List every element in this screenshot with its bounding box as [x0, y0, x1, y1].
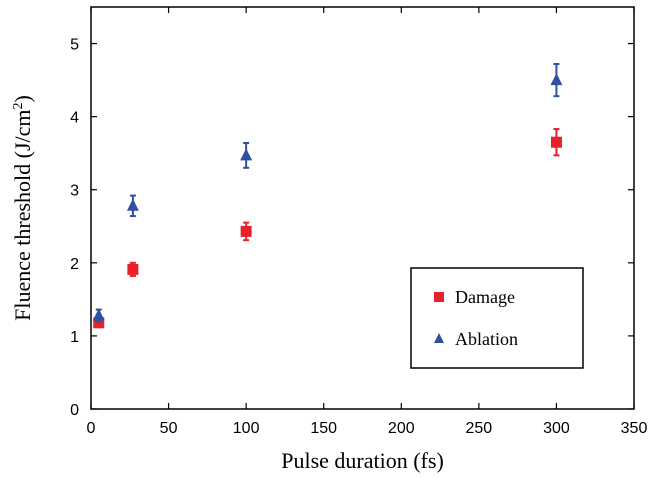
ablation-point	[92, 308, 105, 321]
legend-marker-ablation	[434, 333, 444, 343]
series-ablation	[92, 63, 563, 323]
y-axis-label-main: Fluence threshold (J/cm	[10, 109, 35, 320]
x-tick-label: 250	[466, 420, 493, 437]
ablation-point	[550, 73, 563, 86]
y-axis-label-close: )	[10, 95, 35, 102]
x-axis-label: Pulse duration (fs)	[281, 448, 444, 473]
plot-frame	[90, 6, 635, 410]
y-tick-label: 2	[70, 256, 79, 273]
x-tick-label: 150	[310, 420, 337, 437]
damage-point	[240, 225, 252, 237]
damage-point	[93, 317, 105, 329]
x-tick-label: 100	[233, 420, 260, 437]
legend: Damage Ablation	[410, 267, 584, 369]
x-tick-label: 200	[388, 420, 415, 437]
ablation-point	[240, 148, 253, 161]
x-tick-label: 300	[543, 420, 570, 437]
x-tick-label: 0	[87, 420, 96, 437]
legend-marker-damage	[434, 292, 444, 302]
y-axis-label: Fluence threshold (J/cm2)	[10, 95, 35, 321]
y-tick-label: 3	[70, 183, 79, 200]
legend-box	[410, 267, 584, 369]
x-tick-label: 350	[621, 420, 648, 437]
y-tick-label: 0	[70, 402, 79, 419]
y-tick-label: 4	[70, 110, 79, 127]
damage-point	[550, 136, 562, 148]
damage-point	[127, 263, 139, 275]
ablation-point	[126, 198, 139, 211]
legend-label: Damage	[455, 287, 515, 307]
legend-label: Ablation	[455, 329, 518, 349]
y-tick-label: 5	[70, 37, 79, 54]
y-axis-label-superscript: 2	[11, 102, 26, 109]
y-tick-label: 1	[70, 329, 79, 346]
x-tick-label: 50	[160, 420, 178, 437]
